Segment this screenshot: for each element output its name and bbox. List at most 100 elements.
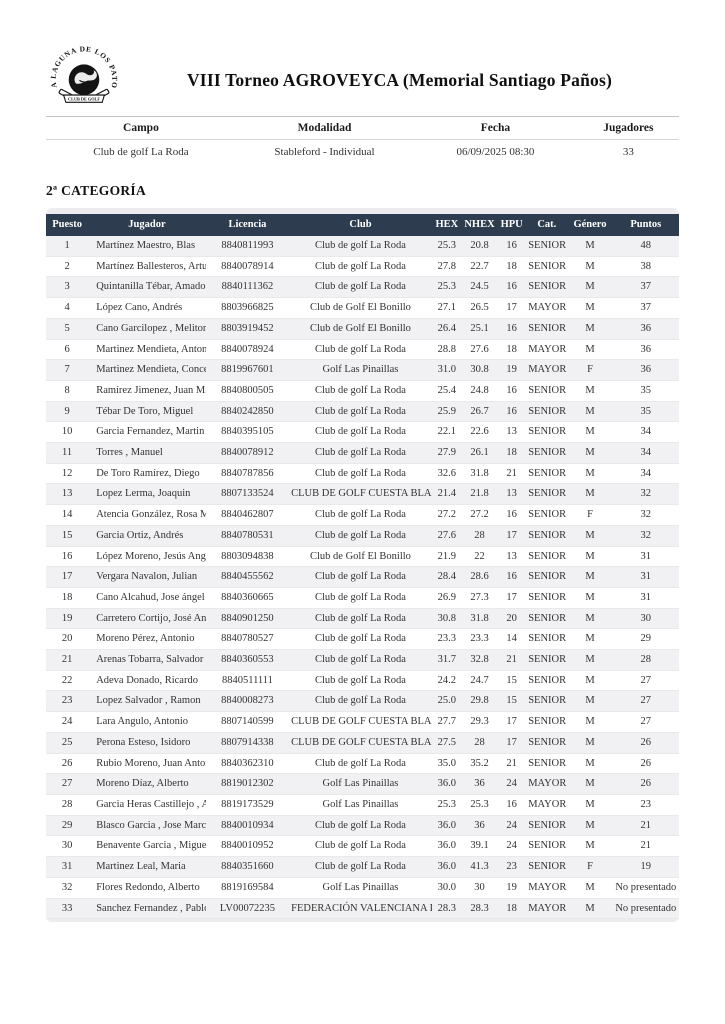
- cell-licencia: 8840455562: [221, 571, 274, 583]
- cell-genero: F: [587, 861, 593, 873]
- cell-hpu: 21: [506, 654, 517, 666]
- cell-hpu: 17: [506, 302, 517, 314]
- cell-nhex: 22.7: [470, 260, 489, 272]
- cell-hex: 22.1: [437, 426, 457, 438]
- table-row: 25 Perona Esteso, Isidoro 8807914338 CLU…: [46, 732, 679, 754]
- table-row: 2 Martínez Ballesteros, Arturo 884007891…: [46, 256, 679, 277]
- cell-hpu: 16: [506, 571, 517, 583]
- cell-genero: M: [585, 757, 595, 769]
- cell-club: Golf Las Pinaillas: [322, 798, 399, 810]
- cell-hpu: 13: [506, 488, 517, 500]
- cell-nhex: 26.1: [470, 447, 489, 459]
- cell-cat: SENIOR: [528, 509, 567, 521]
- cell-puesto: 20: [61, 633, 73, 645]
- cell-genero: M: [585, 281, 595, 293]
- cell-club: Club de golf La Roda: [314, 861, 406, 873]
- cell-jugador: Martinez Mendieta, Antonio: [96, 343, 206, 355]
- cell-cat: SENIOR: [528, 488, 567, 500]
- cell-club: Club de golf La Roda: [314, 612, 406, 624]
- cell-hex: 23.3: [437, 633, 457, 645]
- cell-nhex: 27.2: [470, 509, 489, 521]
- cell-hpu: 16: [506, 384, 517, 396]
- cell-nhex: 28: [474, 529, 485, 541]
- cell-cat: SENIOR: [528, 571, 567, 583]
- cell-puesto: 33: [61, 902, 73, 914]
- table-row: 24 Lara Angulo, Antonio 8807140599 CLUB …: [46, 712, 679, 733]
- cell-puntos: 26: [640, 736, 652, 748]
- cell-puesto: 27: [61, 778, 73, 790]
- club-logo: LA LAGUNA DE LOS PATOS CLUB DE GOLF: [47, 37, 120, 117]
- cell-jugador: Rubio Moreno, Juan Antonio: [96, 757, 206, 769]
- cell-club: Club de golf La Roda: [314, 757, 406, 769]
- cell-genero: M: [585, 798, 595, 810]
- cell-jugador: Carretero Cortijo, José Angel: [96, 612, 206, 624]
- cell-hpu: 19: [506, 364, 517, 376]
- cell-genero: M: [585, 695, 595, 707]
- cell-genero: M: [585, 716, 595, 728]
- cell-licencia: 8807133524: [221, 488, 274, 500]
- cell-nhex: 28: [474, 736, 485, 748]
- cell-licencia: 8840078924: [221, 343, 274, 355]
- cell-puntos: 37: [640, 302, 652, 314]
- cell-genero: M: [585, 654, 595, 666]
- cell-club: Club de golf La Roda: [314, 819, 406, 831]
- cell-hpu: 18: [506, 902, 517, 914]
- cell-club: Club de Golf El Bonillo: [310, 550, 411, 562]
- cell-club: Club de golf La Roda: [314, 529, 406, 541]
- cell-genero: M: [585, 571, 595, 583]
- table-row: 18 Cano Alcahud, Jose ángel 8840360665 C…: [46, 587, 679, 609]
- cell-puesto: 14: [61, 509, 73, 521]
- cell-puntos: 36: [640, 364, 652, 376]
- logo-banner-text: CLUB DE GOLF: [68, 96, 100, 101]
- cell-club: Club de Golf El Bonillo: [310, 322, 411, 334]
- cell-genero: M: [585, 322, 595, 334]
- cell-club: Golf Las Pinaillas: [322, 778, 399, 790]
- cell-hpu: 23: [506, 861, 517, 873]
- cell-licencia: 8840780531: [221, 529, 274, 541]
- cell-licencia: 8803919452: [221, 322, 274, 334]
- cell-licencia: 8819012302: [221, 778, 274, 790]
- cell-nhex: 24.7: [470, 674, 489, 686]
- cell-hpu: 21: [506, 467, 517, 479]
- cell-club: Club de golf La Roda: [314, 840, 406, 852]
- cell-hex: 25.3: [437, 798, 457, 810]
- cell-puesto: 1: [64, 240, 70, 251]
- cell-jugador: Vergara Navalon, Julian: [96, 571, 198, 583]
- info-header-row: Campo Modalidad Fecha Jugadores: [46, 116, 679, 140]
- col-header-hpu: HPU: [497, 214, 527, 236]
- cell-puesto: 31: [61, 861, 73, 873]
- cell-cat: SENIOR: [528, 861, 567, 873]
- col-header-puesto: Puesto: [46, 214, 89, 236]
- cell-puesto: 22: [61, 674, 73, 686]
- cell-jugador: Ramírez Jimenez, Juan Miguel: [96, 384, 206, 396]
- table-row: 9 Tébar De Toro, Miguel 8840242850 Club …: [46, 401, 679, 422]
- cell-genero: M: [585, 343, 595, 355]
- cell-genero: M: [585, 819, 595, 831]
- col-header-genero: Género: [567, 214, 613, 236]
- cell-genero: M: [585, 633, 595, 645]
- cell-jugador: Torres , Manuel: [96, 447, 163, 459]
- results-table-shell: Puesto Jugador Licencia Club HEX NHEX HP…: [46, 208, 679, 923]
- cell-club: Club de golf La Roda: [314, 384, 406, 396]
- club-logo-emblem: LA LAGUNA DE LOS PATOS CLUB DE GOLF: [47, 37, 119, 103]
- cell-puesto: 21: [61, 654, 73, 666]
- cell-genero: M: [585, 612, 595, 624]
- cell-cat: SENIOR: [528, 384, 567, 396]
- info-value-fecha: 06/09/2025 08:30: [456, 146, 535, 158]
- table-row: 16 López Moreno, Jesús Angel 8803094838 …: [46, 546, 679, 567]
- info-value-modalidad: Stableford - Individual: [274, 146, 375, 158]
- cell-puntos: 29: [640, 633, 652, 645]
- cell-nhex: 36: [474, 778, 485, 790]
- info-header-fecha: Fecha: [480, 122, 511, 134]
- cell-club: Club de golf La Roda: [314, 343, 406, 355]
- cell-jugador: Martinez Leal, Maria: [96, 861, 186, 873]
- duck-wing-line: [79, 79, 89, 83]
- cell-puesto: 30: [61, 840, 73, 852]
- cell-cat: SENIOR: [528, 654, 567, 666]
- cell-jugador: Moreno Díaz, Alberto: [96, 778, 189, 790]
- cell-cat: MAYOR: [528, 778, 567, 790]
- cell-nhex: 41.3: [470, 861, 489, 873]
- cell-puntos: No presentado: [615, 902, 677, 914]
- cell-hex: 30.0: [437, 881, 457, 893]
